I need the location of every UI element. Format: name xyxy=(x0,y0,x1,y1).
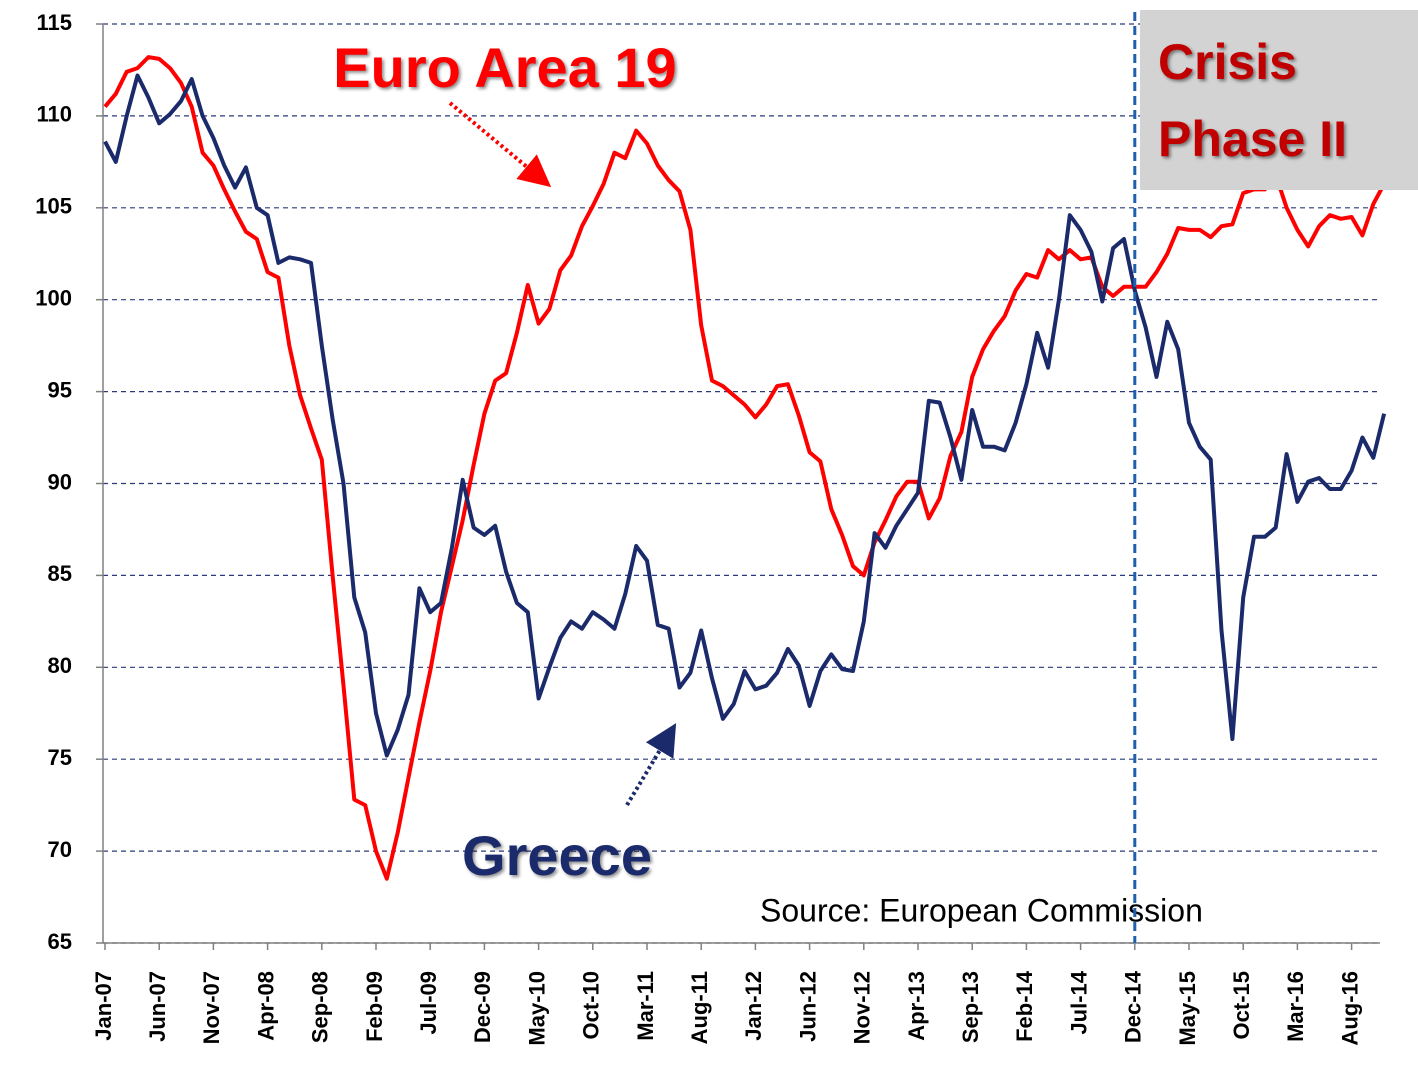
x-tick-label: May-10 xyxy=(524,971,549,1046)
x-tick-label: Sep-13 xyxy=(958,971,983,1043)
series-line xyxy=(103,55,1386,881)
x-tick-label: Dec-09 xyxy=(470,971,495,1043)
phase-label: Crisis xyxy=(1158,34,1297,90)
arrow xyxy=(448,101,552,188)
y-tick-label: 80 xyxy=(48,653,72,678)
x-tick-label: Jan-07 xyxy=(91,971,116,1041)
x-tick-label: Feb-14 xyxy=(1012,970,1037,1042)
x-tick-label: Nov-12 xyxy=(850,971,875,1044)
y-tick-label: 75 xyxy=(48,745,72,770)
x-tick-label: Sep-08 xyxy=(308,971,333,1043)
y-tick-label: 105 xyxy=(35,194,72,219)
x-tick-label: Oct-10 xyxy=(579,971,604,1039)
x-tick-label: Jun-07 xyxy=(145,971,170,1042)
y-tick-label: 95 xyxy=(48,377,72,402)
series-line xyxy=(103,73,1387,758)
phase-box xyxy=(1140,10,1418,190)
x-tick-label: May-15 xyxy=(1175,971,1200,1046)
x-tick-label: Jul-14 xyxy=(1066,970,1091,1034)
x-tick-label: Oct-15 xyxy=(1229,971,1254,1039)
x-tick-label: Jan-12 xyxy=(741,971,766,1041)
y-tick-label: 115 xyxy=(37,10,73,35)
x-tick-label: Dec-14 xyxy=(1121,970,1146,1043)
phase-label: Phase II xyxy=(1158,111,1347,167)
x-tick-label: Mar-11 xyxy=(633,971,658,1041)
y-tick-label: 110 xyxy=(37,102,73,127)
y-tick-label: 70 xyxy=(48,837,72,862)
arrow xyxy=(625,723,677,807)
x-tick-label: Apr-13 xyxy=(904,971,929,1041)
y-tick-label: 90 xyxy=(48,469,72,494)
x-tick-label: Nov-07 xyxy=(199,971,224,1044)
x-tick-label: Jul-09 xyxy=(416,971,441,1035)
y-tick-label: 65 xyxy=(48,929,72,954)
x-tick-label: Feb-09 xyxy=(362,971,387,1042)
x-tick-label: Aug-11 xyxy=(687,971,712,1044)
source: Source: European Commission xyxy=(760,892,1203,928)
x-tick-label: Apr-08 xyxy=(253,971,278,1041)
x-tick-label: Aug-16 xyxy=(1337,971,1362,1046)
y-tick-label: 100 xyxy=(35,286,72,311)
x-tick-label: Jun-12 xyxy=(795,971,820,1042)
series-label: Euro Area 19 xyxy=(333,36,676,99)
x-tick-label: Mar-16 xyxy=(1283,971,1308,1042)
series-label: Greece xyxy=(462,824,652,887)
y-tick-label: 85 xyxy=(48,561,72,586)
